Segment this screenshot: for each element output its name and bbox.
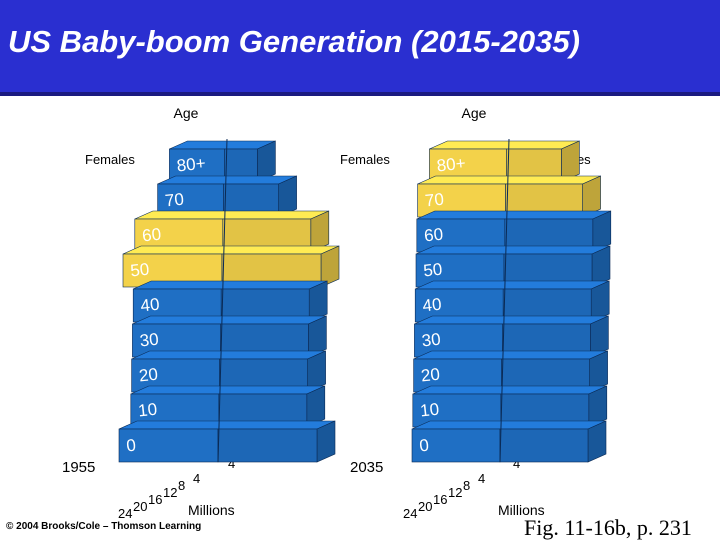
age-bar-label: 50 — [129, 260, 150, 281]
age-bar-label: 40 — [140, 295, 161, 316]
bar-top-face — [415, 280, 610, 290]
bar-top-face — [133, 280, 328, 290]
age-bar-label: 20 — [138, 365, 159, 386]
copyright-note: © 2004 Brooks/Cole – Thomson Learning — [6, 521, 202, 532]
left-tick-label: 12 — [163, 485, 177, 500]
bar-top-face — [411, 420, 607, 430]
age-bar-label: 70 — [424, 190, 445, 211]
left-tick-label: 20 — [418, 499, 432, 514]
left-tick-label: 8 — [463, 478, 470, 493]
age-axis-label: Age — [174, 105, 199, 121]
bar-top-face — [412, 385, 607, 395]
age-bar-label: 30 — [139, 330, 160, 351]
right-tick-label: 4 — [513, 456, 520, 471]
bar-top-face — [416, 210, 611, 220]
male-bar — [499, 428, 589, 463]
center-divider — [217, 138, 228, 463]
left-tick-label: 16 — [148, 492, 162, 507]
slide-title: US Baby-boom Generation (2015-2035) — [8, 24, 580, 59]
left-tick-label: 12 — [448, 485, 462, 500]
bar-top-face — [122, 245, 340, 255]
age-bar-label: 80+ — [176, 154, 207, 176]
title-bar: US Baby-boom Generation (2015-2035) — [0, 0, 720, 92]
left-tick-label: 4 — [478, 471, 485, 486]
age-bar-label: 10 — [419, 400, 440, 421]
bar-top-face — [415, 245, 611, 255]
units-label: Millions — [188, 502, 235, 518]
figure-reference: Fig. 11-16b, p. 231 — [524, 515, 692, 540]
center-divider — [499, 138, 510, 463]
bar-top-face — [132, 315, 327, 325]
male-bar — [217, 428, 318, 463]
age-bar-label: 30 — [421, 330, 442, 351]
bar-top-face — [413, 350, 608, 360]
year-label: 2035 — [350, 459, 383, 476]
title-rule — [0, 92, 720, 96]
age-bar-label: 40 — [422, 295, 443, 316]
age-bar-label: 20 — [420, 365, 441, 386]
age-bar-label: 60 — [423, 225, 444, 246]
age-bar-label: 10 — [137, 400, 158, 421]
left-tick-label: 20 — [133, 499, 147, 514]
bar-top-face — [118, 420, 336, 430]
females-label: Females — [85, 152, 135, 167]
right-tick-label: 4 — [228, 456, 235, 471]
bar-top-face — [131, 350, 326, 360]
age-bar-label: 0 — [418, 436, 429, 456]
left-tick-label: 4 — [193, 471, 200, 486]
age-bar-label: 50 — [422, 260, 443, 281]
bar-top-face — [417, 175, 601, 185]
age-bar-label: 80+ — [436, 154, 467, 176]
female-bar — [118, 428, 219, 463]
females-label: Females — [340, 152, 390, 167]
age-bar-label: 70 — [164, 190, 185, 211]
bar-top-face — [157, 175, 297, 185]
bar-top-face — [134, 210, 329, 220]
year-label: 1955 — [62, 459, 95, 476]
age-bar-label: 0 — [125, 436, 136, 456]
left-tick-label: 24 — [403, 506, 417, 521]
bar-top-face — [130, 385, 325, 395]
left-tick-label: 24 — [118, 506, 132, 521]
age-axis-label: Age — [462, 105, 487, 121]
bar-top-face — [414, 315, 609, 325]
female-bar — [411, 428, 501, 463]
left-tick-label: 16 — [433, 492, 447, 507]
left-tick-label: 8 — [178, 478, 185, 493]
age-bar-label: 60 — [141, 225, 162, 246]
units-label: Millions — [498, 502, 545, 518]
bar-top-face — [429, 140, 580, 150]
